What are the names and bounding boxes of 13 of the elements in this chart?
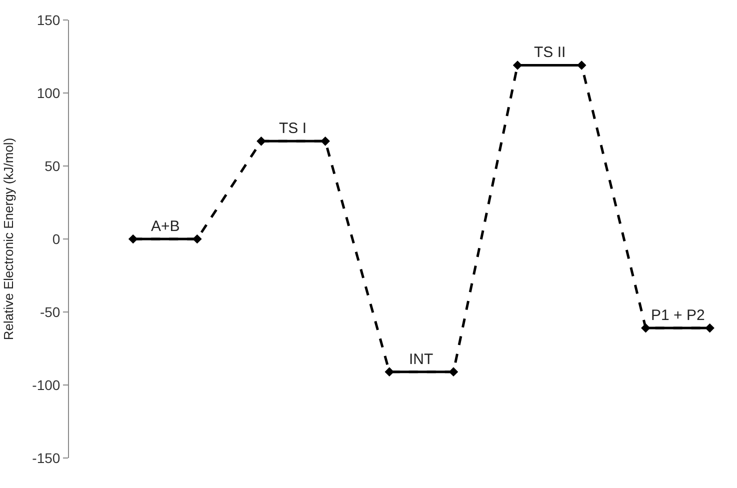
y-tick-label: 100 bbox=[36, 84, 60, 101]
y-axis-title: Relative Electronic Energy (kJ/mol) bbox=[1, 138, 16, 340]
annotation: INT bbox=[409, 351, 434, 368]
annotation: TS II bbox=[534, 44, 566, 61]
y-tick-label: 50 bbox=[44, 158, 60, 174]
annotation: TS I bbox=[279, 120, 307, 137]
annotation: P1 + P2 bbox=[651, 307, 705, 324]
y-tick-label: -150 bbox=[32, 450, 60, 466]
y-tick-label: -50 bbox=[40, 304, 60, 320]
y-tick-label: 0 bbox=[52, 230, 60, 247]
annotation: A+B bbox=[151, 218, 180, 235]
y-tick-label: -100 bbox=[32, 376, 60, 393]
y-tick-label: 150 bbox=[36, 12, 60, 28]
